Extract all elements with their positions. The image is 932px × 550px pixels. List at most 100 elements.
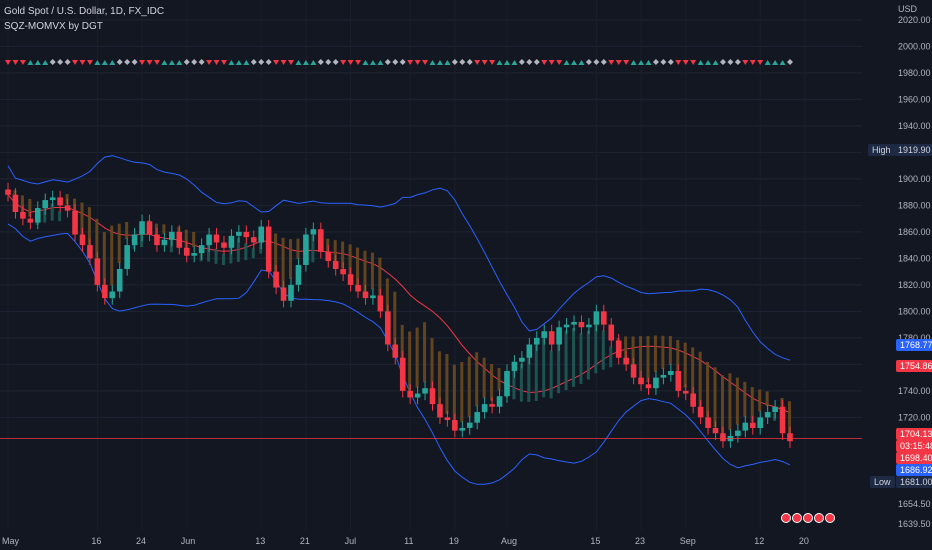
momentum-bar — [184, 229, 188, 250]
candle-body — [489, 404, 495, 407]
marker-up-icon — [496, 60, 503, 65]
momentum-bar — [639, 336, 643, 379]
candle-body — [504, 371, 510, 397]
event-marker-icon[interactable] — [781, 513, 791, 523]
marker-down-icon — [72, 60, 79, 65]
candle-body — [779, 406, 786, 434]
lower-band-close-tag: 1698.40 — [896, 452, 932, 464]
candle-body — [645, 384, 652, 389]
marker-up-icon — [94, 60, 101, 65]
event-marker-icon[interactable] — [803, 513, 813, 523]
candle-body — [764, 412, 771, 418]
candle-body — [124, 245, 130, 269]
marker-diamond-icon — [451, 59, 458, 65]
marker-up-icon — [638, 60, 645, 65]
event-marker-icon[interactable] — [792, 513, 802, 523]
momentum-bar — [676, 339, 680, 385]
marker-up-icon — [42, 60, 49, 65]
momentum-bar — [527, 350, 531, 402]
currency-label: USD — [898, 4, 918, 14]
indicator-legend[interactable]: SQZ-MOMVX by DGT — [4, 21, 103, 32]
marker-up-icon — [645, 60, 652, 65]
candle-body — [64, 205, 71, 211]
marker-down-icon — [742, 60, 749, 65]
momentum-bar — [58, 211, 62, 222]
event-markers[interactable] — [781, 513, 835, 523]
high-label-tag: High — [868, 144, 895, 156]
marker-diamond-icon — [466, 59, 473, 65]
candle-body — [623, 357, 629, 365]
momentum-bar — [646, 336, 650, 383]
candle-body — [414, 393, 421, 398]
momentum-bar — [311, 235, 315, 263]
momentum-bar — [467, 356, 471, 417]
candle-body — [183, 247, 190, 256]
momentum-bar — [735, 377, 739, 425]
candle-body — [385, 311, 391, 345]
candle-body — [444, 417, 451, 421]
momentum-bar — [430, 338, 434, 399]
candle-body — [79, 234, 86, 246]
candle-body — [303, 234, 309, 265]
marker-up-icon — [377, 60, 384, 65]
marker-diamond-icon — [526, 59, 533, 65]
marker-diamond-icon — [183, 59, 190, 65]
candle-body — [5, 189, 11, 195]
marker-diamond-icon — [384, 59, 391, 65]
x-tick-label: Sep — [680, 536, 696, 546]
marker-diamond-icon — [518, 59, 525, 65]
momentum-bar — [653, 335, 657, 372]
marker-diamond-icon — [727, 59, 734, 65]
candle-body — [578, 321, 585, 328]
low-value-tag: 1681.00 — [896, 476, 932, 488]
momentum-bar — [348, 244, 352, 279]
marker-up-icon — [571, 60, 578, 65]
marker-down-icon — [548, 60, 555, 65]
marker-diamond-icon — [325, 59, 332, 65]
momentum-bar — [512, 367, 516, 400]
y-tick-label: 1740.00 — [898, 386, 931, 396]
marker-diamond-icon — [57, 59, 64, 65]
momentum-bar — [236, 237, 240, 262]
marker-up-icon — [578, 60, 585, 65]
marker-down-icon — [5, 60, 11, 65]
event-marker-icon[interactable] — [814, 513, 824, 523]
x-tick-label: Jul — [345, 536, 357, 546]
candle-body — [109, 291, 116, 299]
candle-body — [541, 331, 548, 338]
x-tick-label: Jun — [181, 536, 196, 546]
y-tick-label: 1720.00 — [898, 412, 931, 422]
momentum-bar — [728, 373, 732, 430]
marker-up-icon — [779, 60, 786, 65]
candle-body — [556, 327, 562, 345]
momentum-bar — [423, 322, 427, 383]
momentum-bar — [102, 232, 106, 293]
momentum-bar — [482, 357, 486, 399]
momentum-bar — [393, 291, 397, 352]
marker-down-icon — [489, 60, 496, 65]
high-value-tag: 1919.90 — [894, 144, 932, 156]
candle-body — [660, 374, 667, 378]
marker-diamond-icon — [652, 59, 659, 65]
candle-body — [466, 422, 473, 428]
marker-up-icon — [697, 60, 704, 65]
y-tick-label: 1980.00 — [898, 68, 931, 78]
candle-body — [57, 197, 63, 206]
momentum-bar — [378, 257, 382, 306]
marker-diamond-icon — [667, 59, 674, 65]
momentum-bar — [20, 195, 24, 213]
candle-body — [20, 212, 26, 219]
momentum-bar — [117, 223, 121, 263]
event-marker-icon[interactable] — [825, 513, 835, 523]
marker-up-icon — [161, 60, 168, 65]
momentum-bar — [534, 343, 538, 402]
momentum-bar — [162, 224, 166, 234]
marker-diamond-icon — [533, 59, 540, 65]
marker-diamond-icon — [198, 59, 205, 65]
marker-down-icon — [86, 60, 93, 65]
candle-body — [608, 324, 615, 341]
candle-body — [712, 427, 719, 434]
symbol-legend[interactable]: Gold Spot / U.S. Dollar, 1D, FX_IDC — [4, 6, 165, 17]
candle-body — [370, 295, 376, 299]
